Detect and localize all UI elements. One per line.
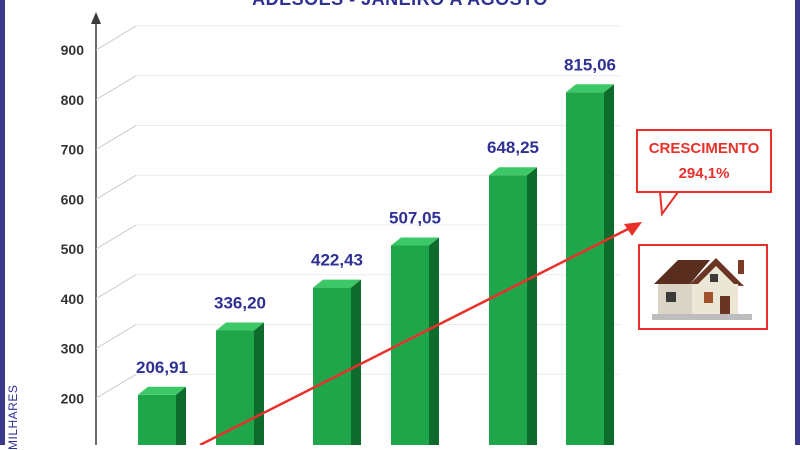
bar: [313, 287, 351, 445]
bar-side: [604, 84, 614, 445]
left-border: [0, 0, 5, 445]
bar-top: [391, 237, 439, 246]
grid-line: [95, 174, 137, 200]
callout-value: 294,1%: [678, 165, 730, 182]
right-border: [795, 0, 800, 445]
bar-value-label: 336,20: [214, 293, 266, 312]
growth-callout: CRESCIMENTO 294,1%: [636, 129, 772, 193]
bar-value-label: 648,25: [487, 138, 539, 157]
callout-title: CRESCIMENTO: [648, 140, 760, 157]
bar-value-label: 815,06: [564, 55, 616, 74]
y-tick-label: 800: [61, 92, 85, 108]
bar: [216, 330, 254, 445]
bar: [138, 394, 176, 445]
bar: [566, 92, 604, 445]
chart-title: ADESÕES - JANEIRO A AGOSTO: [0, 0, 800, 10]
y-tick-label: 300: [61, 341, 85, 357]
bar-side: [527, 167, 537, 445]
house-icon: [652, 258, 752, 320]
bar-top: [216, 322, 264, 331]
grid-line: [95, 25, 137, 51]
bar-side: [254, 322, 264, 445]
grid-line: [95, 224, 137, 250]
y-tick-label: 200: [61, 390, 85, 406]
y-tick-label: 700: [61, 142, 85, 158]
y-axis-arrow: [91, 12, 101, 24]
bar-side: [429, 237, 439, 445]
bar-top: [566, 84, 614, 93]
grid-line: [95, 125, 137, 150]
growth-arrow-line: [199, 226, 631, 445]
y-tick-label: 600: [61, 191, 85, 207]
bar-value-label: 422,43: [311, 251, 363, 270]
bar-top: [489, 167, 537, 176]
y-tick-label: 400: [61, 291, 85, 307]
bar-side: [351, 279, 361, 445]
callout-tail: [658, 191, 680, 217]
y-tick-label: 900: [61, 42, 85, 58]
growth-arrow-head: [624, 222, 642, 236]
grid-line: [95, 373, 137, 399]
y-tick-label: 500: [61, 241, 85, 257]
bar-top: [138, 386, 186, 395]
bar-side: [176, 386, 186, 445]
house-image-box: [638, 244, 768, 330]
bar-value-label: 206,91: [136, 358, 188, 377]
bar-value-label: 507,05: [389, 208, 441, 227]
grid-line: [95, 324, 137, 349]
grid-line: [95, 274, 137, 300]
bar: [489, 175, 527, 445]
bar-top: [313, 279, 361, 288]
grid-line: [95, 75, 137, 101]
